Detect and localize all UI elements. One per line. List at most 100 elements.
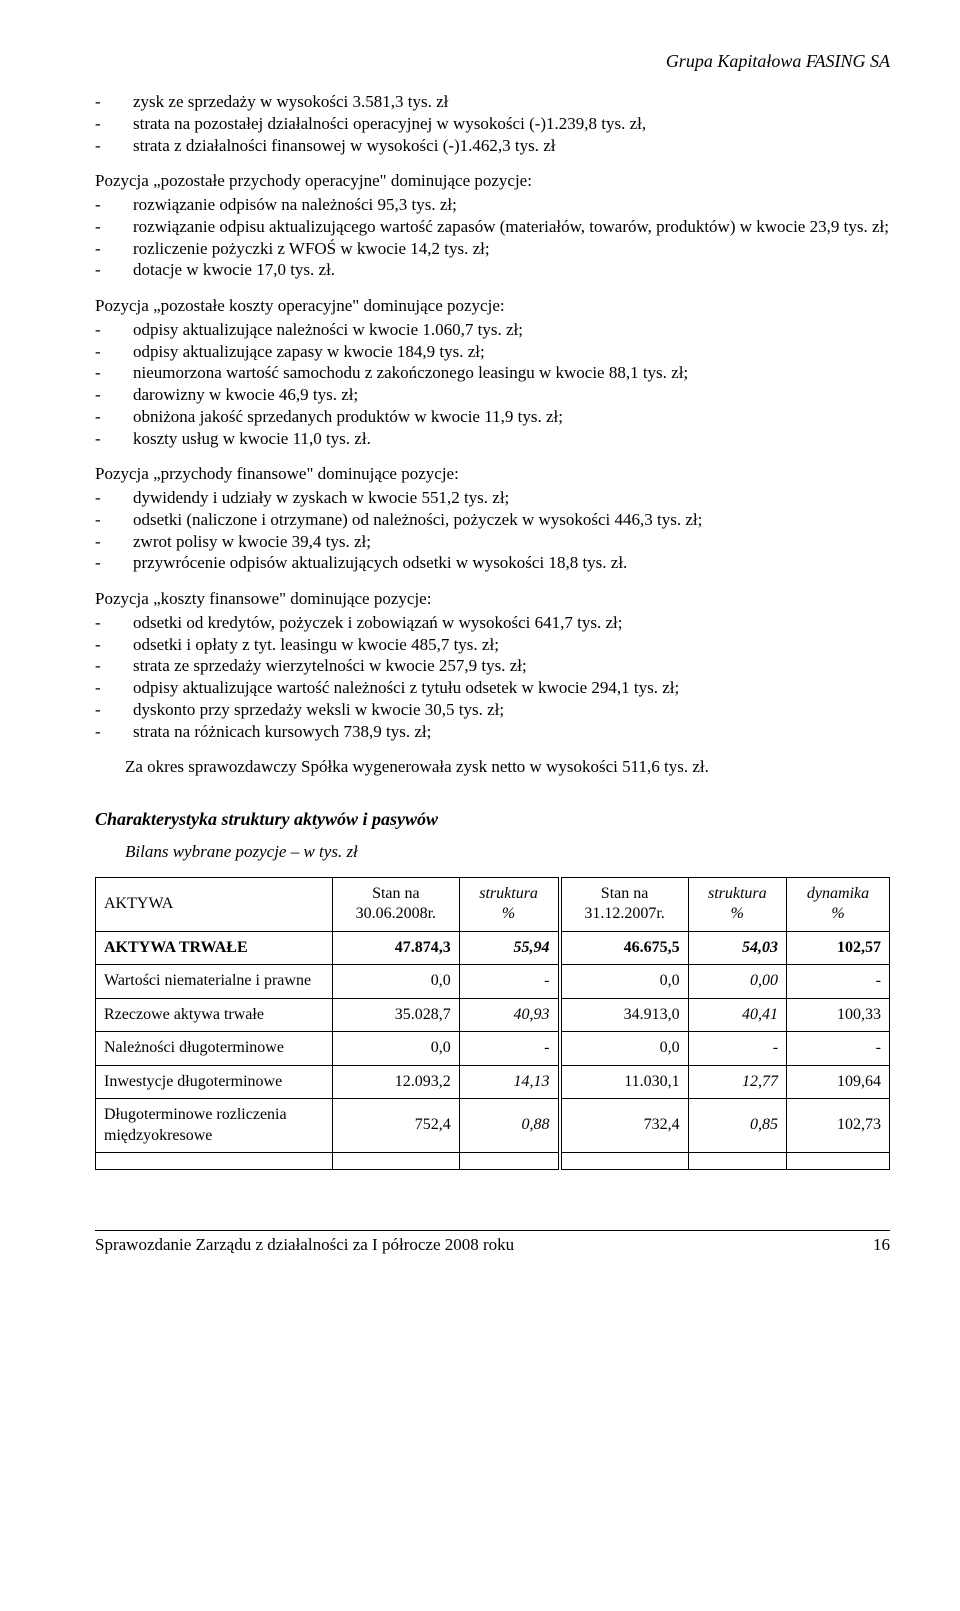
table-body: AKTYWA TRWAŁE47.874,355,9446.675,554,031… (96, 931, 890, 1169)
table-cell (96, 1153, 333, 1170)
table-cell: 0,0 (333, 1032, 460, 1065)
list-item: obniżona jakość sprzedanych produktów w … (95, 406, 890, 428)
footer-page-number: 16 (873, 1234, 890, 1256)
list-item: rozwiązanie odpisu aktualizującego warto… (95, 216, 890, 238)
section3-list: dywidendy i udziały w zyskach w kwocie 5… (95, 487, 890, 574)
table-cell: 46.675,5 (560, 931, 689, 964)
col-header-line: % (731, 905, 744, 922)
table-cell: 0,0 (560, 1032, 689, 1065)
list-item: rozliczenie pożyczki z WFOŚ w kwocie 14,… (95, 238, 890, 260)
table-cell (560, 1153, 689, 1170)
table-cell: 102,73 (787, 1099, 890, 1153)
table-cell: 100,33 (787, 998, 890, 1031)
table-cell: Inwestycje długoterminowe (96, 1065, 333, 1098)
section-lead: Pozycja „pozostałe koszty operacyjne" do… (95, 295, 890, 317)
list-item: strata na pozostałej działalności operac… (95, 113, 890, 135)
list-item: darowizny w kwocie 46,9 tys. zł; (95, 384, 890, 406)
col-header-stan2: Stan na 31.12.2007r. (560, 877, 689, 931)
page-header-company: Grupa Kapitałowa FASING SA (95, 50, 890, 73)
page-footer: Sprawozdanie Zarządu z działalności za I… (95, 1230, 890, 1256)
table-cell: 109,64 (787, 1065, 890, 1098)
table-row: Inwestycje długoterminowe12.093,214,1311… (96, 1065, 890, 1098)
list-item: zysk ze sprzedaży w wysokości 3.581,3 ty… (95, 91, 890, 113)
col-header-line: % (831, 905, 844, 922)
list-item: odpisy aktualizujące zapasy w kwocie 184… (95, 341, 890, 363)
list-item: dywidendy i udziały w zyskach w kwocie 5… (95, 487, 890, 509)
footer-left: Sprawozdanie Zarządu z działalności za I… (95, 1234, 514, 1256)
assets-table: AKTYWA Stan na 30.06.2008r. struktura % … (95, 877, 890, 1170)
list-item: strata z działalności finansowej w wysok… (95, 135, 890, 157)
table-cell: 0,0 (560, 965, 689, 998)
summary-paragraph: Za okres sprawozdawczy Spółka wygenerowa… (95, 756, 890, 778)
col-header-stan1: Stan na 30.06.2008r. (333, 877, 460, 931)
list-item: dotacje w kwocie 17,0 tys. zł. (95, 259, 890, 281)
list-item: przywrócenie odpisów aktualizujących ods… (95, 552, 890, 574)
table-cell: 0,0 (333, 965, 460, 998)
characteristics-title: Charakterystyka struktury aktywów i pasy… (95, 808, 890, 831)
table-cell: 102,57 (787, 931, 890, 964)
table-cell: Długoterminowe rozliczenia międzyokresow… (96, 1099, 333, 1153)
col-header-line: Stan na (372, 885, 420, 902)
table-cell: - (688, 1032, 786, 1065)
table-cell: 12,77 (688, 1065, 786, 1098)
list-item: nieumorzona wartość samochodu z zakończo… (95, 362, 890, 384)
col-header-line: % (502, 905, 515, 922)
list-item: strata na różnicach kursowych 738,9 tys.… (95, 721, 890, 743)
list-item: strata ze sprzedaży wierzytelności w kwo… (95, 655, 890, 677)
table-row: Należności długoterminowe0,0-0,0-- (96, 1032, 890, 1065)
section1-list: rozwiązanie odpisów na należności 95,3 t… (95, 194, 890, 281)
table-cell: - (459, 965, 559, 998)
table-cell: - (787, 1032, 890, 1065)
col-header-line: dynamika (807, 885, 869, 902)
col-header-line: 30.06.2008r. (356, 905, 436, 922)
section-lead: Pozycja „pozostałe przychody operacyjne"… (95, 170, 890, 192)
table-cell: Należności długoterminowe (96, 1032, 333, 1065)
col-header-dynamika: dynamika % (787, 877, 890, 931)
section4-list: odsetki od kredytów, pożyczek i zobowiąz… (95, 612, 890, 743)
section2-list: odpisy aktualizujące należności w kwocie… (95, 319, 890, 450)
list-item: odsetki i opłaty z tyt. leasingu w kwoci… (95, 634, 890, 656)
list-item: odsetki od kredytów, pożyczek i zobowiąz… (95, 612, 890, 634)
list-item: odpisy aktualizujące należności w kwocie… (95, 319, 890, 341)
col-header-line: Stan na (601, 885, 649, 902)
table-cell: - (459, 1032, 559, 1065)
table-cell (333, 1153, 460, 1170)
list-item: odpisy aktualizujące wartość należności … (95, 677, 890, 699)
table-cell: Rzeczowe aktywa trwałe (96, 998, 333, 1031)
table-cell: 35.028,7 (333, 998, 460, 1031)
list-item: koszty usług w kwocie 11,0 tys. zł. (95, 428, 890, 450)
col-header-line: 31.12.2007r. (584, 905, 664, 922)
table-cell: 12.093,2 (333, 1065, 460, 1098)
table-cell: 732,4 (560, 1099, 689, 1153)
table-cell (688, 1153, 786, 1170)
col-header-line: struktura (708, 885, 767, 902)
table-cell: 11.030,1 (560, 1065, 689, 1098)
table-row-empty (96, 1153, 890, 1170)
table-cell: 0,85 (688, 1099, 786, 1153)
table-row: AKTYWA TRWAŁE47.874,355,9446.675,554,031… (96, 931, 890, 964)
table-cell: 40,41 (688, 998, 786, 1031)
section-lead: Pozycja „przychody finansowe" dominujące… (95, 463, 890, 485)
list-item: dyskonto przy sprzedaży weksli w kwocie … (95, 699, 890, 721)
intro-list: zysk ze sprzedaży w wysokości 3.581,3 ty… (95, 91, 890, 156)
table-cell: Wartości niematerialne i prawne (96, 965, 333, 998)
table-row: Rzeczowe aktywa trwałe35.028,740,9334.91… (96, 998, 890, 1031)
table-cell: 34.913,0 (560, 998, 689, 1031)
col-header-line: struktura (479, 885, 538, 902)
table-cell: 47.874,3 (333, 931, 460, 964)
table-cell: 0,88 (459, 1099, 559, 1153)
list-item: zwrot polisy w kwocie 39,4 tys. zł; (95, 531, 890, 553)
table-cell: 40,93 (459, 998, 559, 1031)
table-cell: AKTYWA TRWAŁE (96, 931, 333, 964)
bilans-title: Bilans wybrane pozycje – w tys. zł (125, 841, 890, 863)
list-item: odsetki (naliczone i otrzymane) od należ… (95, 509, 890, 531)
col-header-struktura2: struktura % (688, 877, 786, 931)
table-cell: 55,94 (459, 931, 559, 964)
table-cell: 14,13 (459, 1065, 559, 1098)
col-header-aktywa: AKTYWA (96, 877, 333, 931)
table-row: Wartości niematerialne i prawne0,0-0,00,… (96, 965, 890, 998)
table-cell: 0,00 (688, 965, 786, 998)
table-cell (459, 1153, 559, 1170)
table-cell: 752,4 (333, 1099, 460, 1153)
table-cell: - (787, 965, 890, 998)
